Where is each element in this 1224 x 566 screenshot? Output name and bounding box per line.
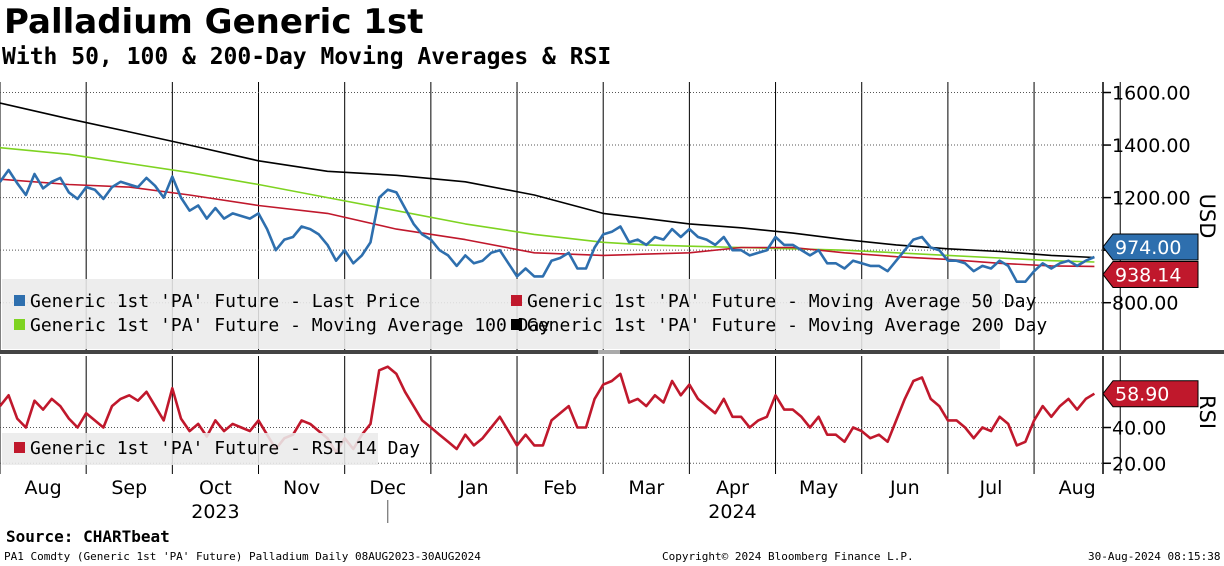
source-note: Source: CHARTbeat xyxy=(6,527,170,546)
price-y-tick-label: 1200.00 xyxy=(1112,188,1191,210)
series-ma100 xyxy=(0,146,1095,263)
legend-label-rsi: Generic 1st 'PA' Future - RSI 14 Day xyxy=(30,438,421,459)
legend-label-ma50: Generic 1st 'PA' Future - Moving Average… xyxy=(527,291,1037,312)
x-tick-label: Jul xyxy=(979,477,1003,499)
chart-subtitle: With 50, 100 & 200-Day Moving Averages &… xyxy=(2,44,612,70)
price-y-tick-label: 1400.00 xyxy=(1112,135,1191,157)
rsi-legend: Generic 1st 'PA' Future - RSI 14 Day xyxy=(2,433,420,465)
last-value-price-text: 974.00 xyxy=(1115,237,1181,259)
price-legend: Generic 1st 'PA' Future - Last Price Gen… xyxy=(2,279,1047,349)
last-value-rsi-text: 58.90 xyxy=(1115,384,1169,406)
legend-swatch-rsi xyxy=(14,442,25,453)
legend-item-rsi: Generic 1st 'PA' Future - RSI 14 Day xyxy=(14,438,420,459)
legend-swatch-ma50 xyxy=(511,295,522,306)
x-tick-label: Apr xyxy=(716,477,749,499)
series-last-price xyxy=(0,168,1095,283)
legend-item-ma100: Generic 1st 'PA' Future - Moving Average… xyxy=(14,315,550,336)
rsi-y-tick-label: 40.00 xyxy=(1112,418,1166,440)
legend-item-ma50: Generic 1st 'PA' Future - Moving Average… xyxy=(511,291,1036,312)
footer-timestamp: 30-Aug-2024 08:15:38 xyxy=(1088,550,1221,563)
footer-copyright: Copyright© 2024 Bloomberg Finance L.P. xyxy=(662,550,914,563)
rsi-y-axis-label: RSI xyxy=(1195,395,1219,429)
legend-swatch-ma200 xyxy=(511,319,522,330)
price-y-tick-label: 1600.00 xyxy=(1112,83,1191,105)
legend-swatch-ma100 xyxy=(14,319,25,330)
series-ma50 xyxy=(0,178,1095,268)
x-tick-label: Mar xyxy=(628,477,664,499)
series-rsi xyxy=(0,365,1096,454)
legend-item-ma200: Generic 1st 'PA' Future - Moving Average… xyxy=(511,315,1047,336)
rsi-y-tick-label: 20.00 xyxy=(1112,453,1166,475)
legend-label-last-price: Generic 1st 'PA' Future - Last Price xyxy=(30,291,421,312)
x-tick-label: Jun xyxy=(889,477,920,499)
last-value-ma50-box xyxy=(1102,260,1199,288)
x-year-label: 2024 xyxy=(708,501,756,523)
panel-divider-grip xyxy=(598,350,620,354)
x-tick-label: Aug xyxy=(25,477,62,499)
x-tick-label: Dec xyxy=(369,477,406,499)
price-y-axis-label: USD xyxy=(1195,194,1219,239)
x-tick-label: Oct xyxy=(199,477,232,499)
legend-swatch-last-price xyxy=(14,295,25,306)
chart-title: Palladium Generic 1st xyxy=(4,2,424,42)
x-tick-label: Nov xyxy=(283,477,320,499)
legend-label-ma100: Generic 1st 'PA' Future - Moving Average… xyxy=(30,315,551,336)
last-value-price-box xyxy=(1102,233,1199,261)
legend-item-last-price: Generic 1st 'PA' Future - Last Price xyxy=(14,291,420,312)
series-ma200 xyxy=(0,102,1095,259)
x-tick-label: May xyxy=(799,477,838,499)
x-tick-label: Aug xyxy=(1059,477,1096,499)
legend-label-ma200: Generic 1st 'PA' Future - Moving Average… xyxy=(527,315,1048,336)
last-value-rsi-box xyxy=(1102,380,1199,408)
x-tick-label: Sep xyxy=(111,477,147,499)
x-tick-label: Feb xyxy=(543,477,577,499)
last-value-ma50-text: 938.14 xyxy=(1115,264,1181,286)
x-tick-label: Jan xyxy=(458,477,488,499)
x-year-label: 2023 xyxy=(191,501,239,523)
price-y-tick-label: 800.00 xyxy=(1112,293,1178,315)
footer-left: PA1 Comdty (Generic 1st 'PA' Future) Pal… xyxy=(4,550,481,563)
